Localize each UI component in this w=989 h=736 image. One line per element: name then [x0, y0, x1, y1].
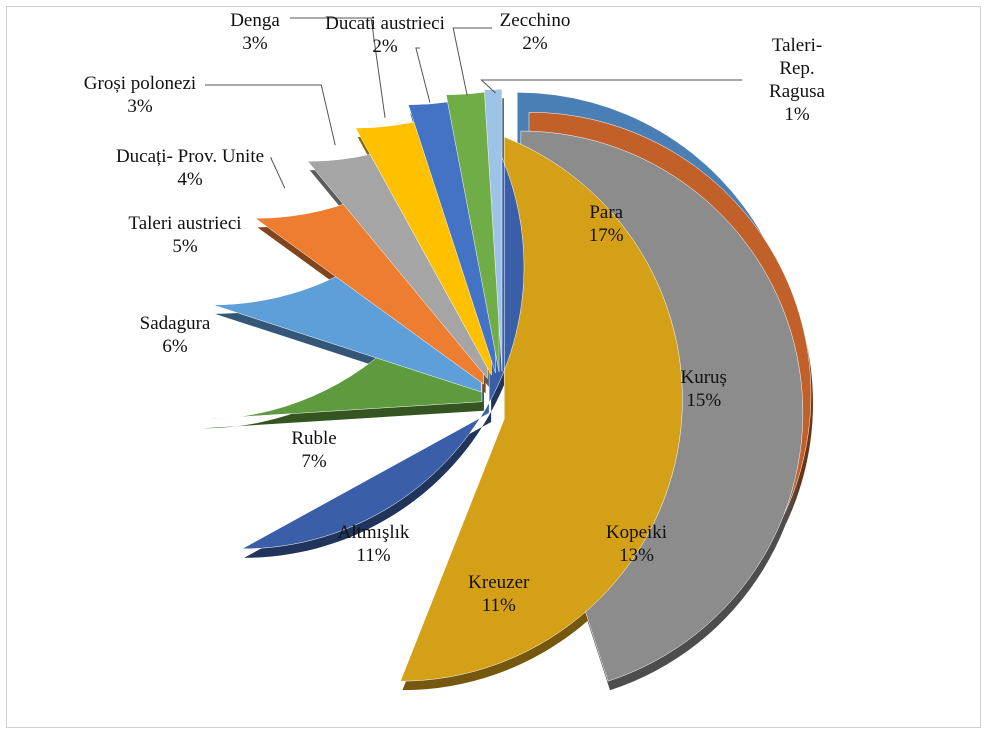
- category-label: Groși polonezi: [83, 73, 197, 94]
- value-label: 17%: [588, 224, 624, 246]
- category-label: Zecchino: [499, 10, 571, 31]
- category-label: Kreuzer: [468, 571, 530, 593]
- leader-line: [205, 84, 336, 146]
- leader-line: [270, 157, 286, 189]
- leader-line: [290, 17, 386, 118]
- category-label: Altmışlık: [337, 522, 410, 544]
- chart-frame: [6, 6, 981, 728]
- value-label: 3%: [242, 33, 268, 54]
- slice-label: Para 17%: [589, 201, 624, 247]
- slice-label: Kuruș 15%: [681, 366, 727, 412]
- category-label: Ducati austrieci: [325, 13, 445, 34]
- slice-label: Altmışlık 11%: [338, 521, 410, 567]
- value-label: 15%: [686, 389, 722, 411]
- leader-line: [480, 79, 742, 94]
- category-label: Ducați- Prov. Unite: [115, 146, 265, 167]
- category-label: Taleri-Rep. Ragusa: [769, 35, 825, 102]
- value-label: 13%: [619, 545, 654, 567]
- slice-label: Ruble 7%: [291, 427, 336, 473]
- category-label: Taleri austrieci: [128, 213, 242, 234]
- slice-label: Kopeiki 13%: [606, 521, 667, 567]
- slice-label: Groși polonezi 3%: [84, 72, 196, 118]
- value-label: 2%: [372, 36, 398, 57]
- category-label: Kopeiki: [605, 522, 668, 544]
- value-label: 7%: [301, 451, 327, 473]
- slice-side: [244, 140, 527, 558]
- value-label: 11%: [356, 545, 391, 567]
- value-label: 11%: [481, 594, 516, 616]
- value-label: 6%: [162, 336, 188, 357]
- slice: [241, 130, 525, 550]
- slice-label: Taleri austrieci 5%: [128, 212, 241, 258]
- category-label: Denga: [230, 10, 280, 31]
- category-label: Sadagura: [139, 313, 211, 334]
- slice-label: Ducati austrieci 2%: [325, 12, 445, 58]
- value-label: 3%: [127, 96, 153, 117]
- slice-label: Kreuzer 11%: [468, 571, 529, 617]
- value-label: 4%: [177, 169, 203, 190]
- leader-line: [452, 27, 492, 96]
- slice-label: Taleri-Rep. Ragusa 1%: [766, 34, 828, 126]
- slice: [484, 88, 503, 372]
- slice-label: Zecchino 2%: [500, 9, 571, 55]
- slice-label: Denga 3%: [230, 9, 280, 55]
- value-label: 2%: [522, 33, 548, 54]
- value-label: 5%: [172, 236, 198, 257]
- slice-label: Ducați- Prov. Unite 4%: [116, 145, 264, 191]
- slice-label: Sadagura 6%: [140, 312, 211, 358]
- category-label: Kuruș: [680, 366, 727, 388]
- leader-line: [415, 47, 431, 103]
- category-label: Ruble: [291, 428, 337, 450]
- value-label: 1%: [784, 104, 810, 125]
- slice: [400, 136, 683, 682]
- category-label: Para: [589, 201, 624, 223]
